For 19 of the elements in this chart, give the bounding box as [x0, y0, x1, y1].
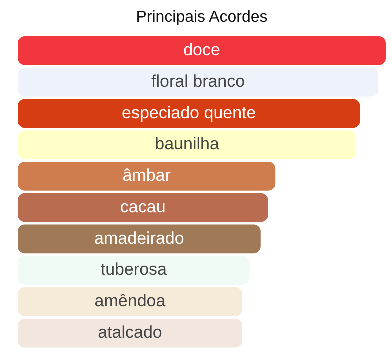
- y-tick-label: doce: [184, 40, 220, 60]
- chart-title: Principais Acordes: [136, 9, 268, 26]
- bar: [18, 36, 386, 66]
- bar: [18, 130, 357, 160]
- y-tick-label: atalcado: [98, 322, 162, 342]
- bar: [18, 224, 261, 254]
- bar: [18, 162, 276, 191]
- y-tick-label: baunilha: [155, 134, 220, 154]
- y-tick-label: âmbar: [122, 166, 172, 186]
- y-tick-label: floral branco: [152, 72, 246, 91]
- y-tick-label: amadeirado: [94, 228, 184, 248]
- y-tick-label: tuberosa: [100, 260, 168, 280]
- bar: [18, 193, 268, 222]
- y-tick-label: amêndoa: [94, 292, 166, 311]
- y-tick-label: especiado quente: [122, 103, 256, 122]
- y-tick-label: cacau: [120, 197, 166, 216]
- bar: [18, 318, 242, 348]
- bar: [18, 287, 242, 316]
- bar: [18, 99, 360, 128]
